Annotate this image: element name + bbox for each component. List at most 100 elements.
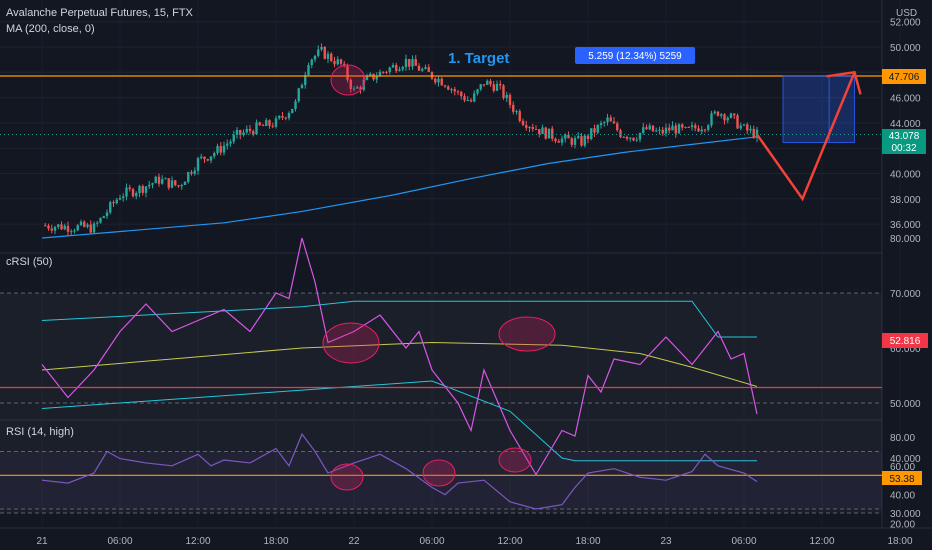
candle-body[interactable] <box>749 128 752 131</box>
candle-body[interactable] <box>437 78 440 83</box>
candle-body[interactable] <box>326 53 330 59</box>
candle-body[interactable] <box>274 118 278 127</box>
candle-body[interactable] <box>222 145 226 153</box>
candle-body[interactable] <box>463 96 466 101</box>
candle-body[interactable] <box>73 230 76 232</box>
candle-body[interactable] <box>232 134 235 142</box>
candle-body[interactable] <box>245 128 248 133</box>
candle-body[interactable] <box>89 224 92 233</box>
crsi-pane[interactable] <box>0 237 882 514</box>
candle-body[interactable] <box>170 180 174 188</box>
candle-body[interactable] <box>687 126 690 128</box>
candle-body[interactable] <box>421 68 424 71</box>
candle-body[interactable] <box>427 67 430 72</box>
candle-body[interactable] <box>200 156 203 159</box>
candle-body[interactable] <box>304 74 307 85</box>
candle-body[interactable] <box>525 125 528 128</box>
candle-body[interactable] <box>60 224 63 230</box>
candle-body[interactable] <box>515 111 518 113</box>
candle-body[interactable] <box>261 125 265 127</box>
candle-body[interactable] <box>466 99 469 101</box>
candle-body[interactable] <box>330 53 333 61</box>
candle-body[interactable] <box>105 212 109 217</box>
candle-body[interactable] <box>86 224 89 227</box>
candle-body[interactable] <box>440 78 443 86</box>
candle-body[interactable] <box>359 87 362 90</box>
candle-body[interactable] <box>460 91 463 97</box>
candle-body[interactable] <box>109 202 112 213</box>
candle-body[interactable] <box>180 185 183 187</box>
candle-body[interactable] <box>219 146 222 153</box>
candle-body[interactable] <box>746 124 749 131</box>
candle-body[interactable] <box>242 132 245 135</box>
candle-body[interactable] <box>352 88 356 90</box>
rsi-title[interactable]: RSI (14, high) <box>6 426 74 438</box>
candle-body[interactable] <box>50 228 53 231</box>
projection-path[interactable] <box>755 71 856 202</box>
candle-body[interactable] <box>489 80 492 85</box>
candle-body[interactable] <box>174 180 177 186</box>
candle-body[interactable] <box>590 128 593 140</box>
candle-body[interactable] <box>447 86 450 90</box>
candle-body[interactable] <box>53 227 57 231</box>
candle-body[interactable] <box>138 185 141 193</box>
candle-body[interactable] <box>534 129 538 131</box>
candle-body[interactable] <box>606 117 609 123</box>
candle-body[interactable] <box>118 198 122 200</box>
candle-body[interactable] <box>651 125 655 132</box>
candle-body[interactable] <box>616 123 619 131</box>
candle-body[interactable] <box>580 136 583 146</box>
candle-body[interactable] <box>632 137 635 141</box>
target-label[interactable]: 1. Target <box>448 50 509 67</box>
candle-body[interactable] <box>265 120 268 126</box>
candle-body[interactable] <box>317 49 320 56</box>
candle-body[interactable] <box>414 59 417 66</box>
candle-body[interactable] <box>278 115 281 119</box>
candle-body[interactable] <box>395 64 398 72</box>
candle-body[interactable] <box>239 129 242 135</box>
candle-body[interactable] <box>112 202 115 204</box>
candle-body[interactable] <box>154 176 157 184</box>
highlight-circle[interactable] <box>422 459 456 487</box>
candle-body[interactable] <box>690 125 694 128</box>
candle-body[interactable] <box>473 93 476 102</box>
candle-body[interactable] <box>310 59 313 66</box>
highlight-circle[interactable] <box>498 316 556 352</box>
time-axis[interactable]: 21 06:00 12:00 18:00 22 06:00 12:00 18:00 23 06:0… <box>36 536 913 547</box>
candle-body[interactable] <box>502 85 505 99</box>
candle-body[interactable] <box>554 138 557 142</box>
candle-body[interactable] <box>739 125 742 129</box>
rsi-axis[interactable]: 80.00 60.00 40.00 20.00 <box>890 433 915 530</box>
candle-body[interactable] <box>733 113 736 116</box>
crsi-axis[interactable]: 80.000 70.000 60.000 50.000 40.000 30.000 <box>890 234 921 520</box>
candle-body[interactable] <box>339 59 343 64</box>
candle-body[interactable] <box>141 185 144 193</box>
candle-body[interactable] <box>144 186 148 193</box>
candle-body[interactable] <box>697 128 700 132</box>
candle-body[interactable] <box>557 141 560 143</box>
candle-body[interactable] <box>57 224 60 228</box>
highlight-circle[interactable] <box>330 463 364 491</box>
candle-body[interactable] <box>583 135 586 146</box>
candle-body[interactable] <box>596 124 599 133</box>
price-range-box[interactable] <box>782 75 855 143</box>
candle-body[interactable] <box>385 71 388 73</box>
candle-body[interactable] <box>388 67 391 72</box>
candle-body[interactable] <box>209 156 213 161</box>
candle-body[interactable] <box>664 127 668 134</box>
symbol-title[interactable]: Avalanche Perpetual Futures, 15, FTX <box>6 7 194 19</box>
candle-body[interactable] <box>213 153 216 157</box>
candle-body[interactable] <box>122 196 125 199</box>
candle-body[interactable] <box>612 121 616 124</box>
candle-body[interactable] <box>76 225 79 231</box>
candle-body[interactable] <box>307 65 310 75</box>
candle-body[interactable] <box>417 65 421 71</box>
candle-body[interactable] <box>92 223 96 233</box>
candle-body[interactable] <box>255 122 258 135</box>
candle-body[interactable] <box>365 75 369 80</box>
highlight-circle[interactable] <box>330 64 366 96</box>
candle-body[interactable] <box>167 178 170 188</box>
candle-body[interactable] <box>629 137 632 139</box>
candle-body[interactable] <box>411 59 414 67</box>
